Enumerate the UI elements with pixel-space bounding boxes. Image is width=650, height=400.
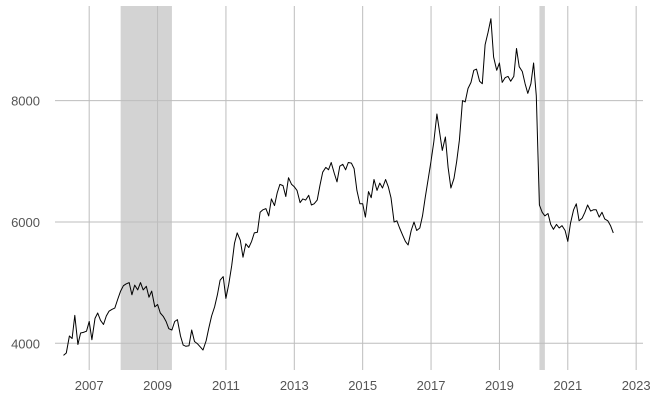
y-tick-label-8000: 8000 bbox=[11, 94, 40, 109]
x-axis-tick-labels: 2007 2009 2011 2013 2015 2017 2019 2021 2023 bbox=[75, 378, 650, 393]
series-lines bbox=[63, 18, 614, 356]
gridlines bbox=[55, 6, 643, 370]
x-tick-label-2007: 2007 bbox=[75, 378, 104, 393]
x-tick-label-2021: 2021 bbox=[553, 378, 582, 393]
recession-shading bbox=[120, 6, 545, 370]
y-tick-label-4000: 4000 bbox=[11, 336, 40, 351]
x-tick-label-2015: 2015 bbox=[348, 378, 377, 393]
series-line-series bbox=[63, 18, 614, 356]
recession-2020-shade bbox=[539, 6, 545, 370]
x-tick-label-2013: 2013 bbox=[280, 378, 309, 393]
x-tick-label-2017: 2017 bbox=[417, 378, 446, 393]
x-tick-label-2009: 2009 bbox=[143, 378, 172, 393]
x-tick-label-2011: 2011 bbox=[212, 378, 240, 393]
x-tick-label-2023: 2023 bbox=[622, 378, 650, 393]
y-axis-tick-labels: 4000 6000 8000 bbox=[11, 94, 40, 352]
x-tick-label-2019: 2019 bbox=[485, 378, 514, 393]
recession-2007-2009-shade bbox=[120, 6, 172, 370]
y-tick-label-6000: 6000 bbox=[11, 215, 40, 230]
